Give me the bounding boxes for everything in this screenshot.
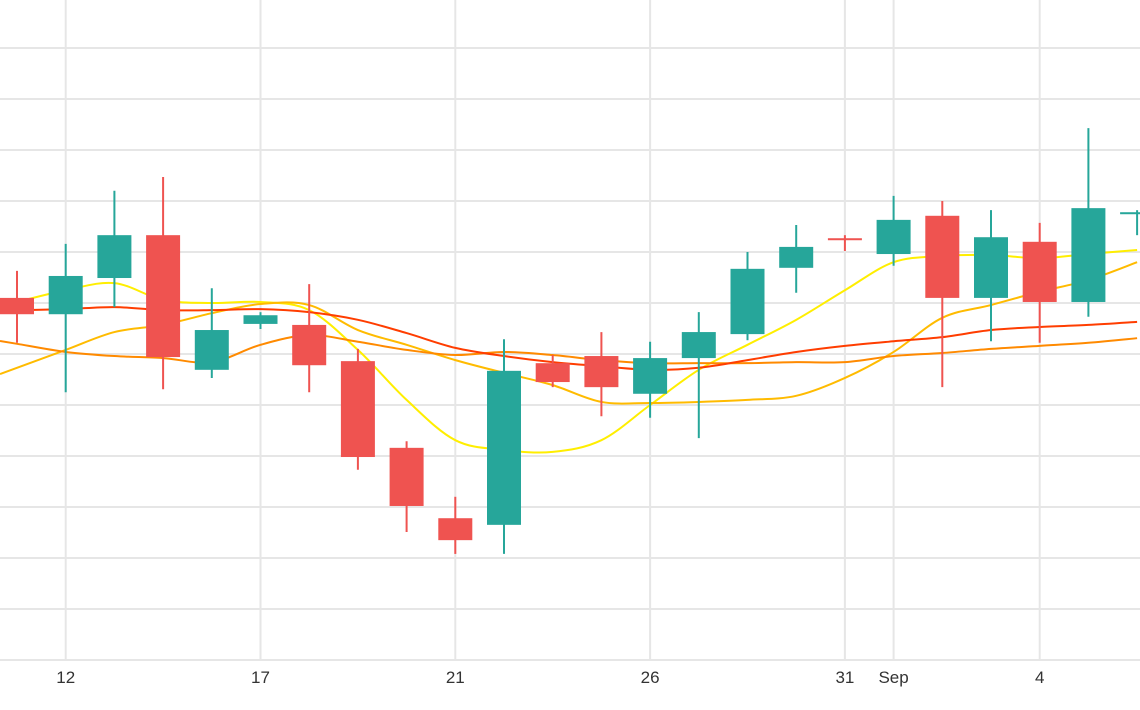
candle-body xyxy=(1022,241,1057,302)
candle-body xyxy=(194,330,229,370)
candle-body xyxy=(925,215,960,298)
x-tick-label: 21 xyxy=(446,668,465,687)
candle-down xyxy=(0,270,34,343)
candle-body xyxy=(827,238,862,241)
candle-body xyxy=(779,246,814,268)
candle-down xyxy=(925,201,960,388)
candle-body xyxy=(730,268,765,335)
candle-body xyxy=(48,275,83,315)
candle-up xyxy=(487,339,521,554)
candle-body xyxy=(146,235,181,358)
candle-up xyxy=(48,243,83,393)
x-axis: 12 17 21 26 31 Sep 4 xyxy=(56,668,1044,687)
candle-down xyxy=(827,235,862,251)
candle-down xyxy=(438,496,473,554)
candle-up xyxy=(633,341,668,418)
x-tick-label: 26 xyxy=(641,668,660,687)
candle-down xyxy=(340,348,375,470)
candle-down xyxy=(584,332,619,417)
candle-up xyxy=(1071,128,1106,317)
candle-down xyxy=(389,441,424,532)
candle-up xyxy=(97,190,132,308)
candle-body xyxy=(97,235,132,279)
candle-down xyxy=(146,177,181,390)
x-tick-label: 31 xyxy=(835,668,854,687)
candle-up xyxy=(730,252,765,341)
x-tick-label: 4 xyxy=(1035,668,1044,687)
candle-up xyxy=(681,312,716,439)
candles xyxy=(0,128,1140,554)
x-tick-label: Sep xyxy=(878,668,908,687)
candle-down xyxy=(535,355,570,388)
candle-body xyxy=(0,297,34,315)
candle-body xyxy=(340,361,375,458)
candle-down xyxy=(1022,222,1057,343)
candle-body xyxy=(974,237,1008,298)
candle-up xyxy=(194,288,229,378)
candle-body xyxy=(584,356,619,388)
candle-down xyxy=(292,284,327,393)
candle-body xyxy=(243,315,278,324)
candle-body xyxy=(681,332,716,359)
candle-body xyxy=(292,324,327,366)
candle-up xyxy=(974,210,1008,342)
candle-body xyxy=(876,219,911,255)
candle-body xyxy=(389,447,424,506)
candle-body xyxy=(1120,212,1140,215)
candle-up xyxy=(779,224,814,293)
x-tick-label: 12 xyxy=(56,668,75,687)
candle-up xyxy=(1120,210,1140,236)
candle-body xyxy=(438,518,473,541)
candle-body xyxy=(487,370,521,525)
candle-body xyxy=(1071,208,1106,302)
candle-body xyxy=(633,358,668,394)
candle-up xyxy=(243,312,278,330)
x-tick-label: 17 xyxy=(251,668,270,687)
candle-up xyxy=(876,195,911,266)
candle-body xyxy=(535,363,570,383)
